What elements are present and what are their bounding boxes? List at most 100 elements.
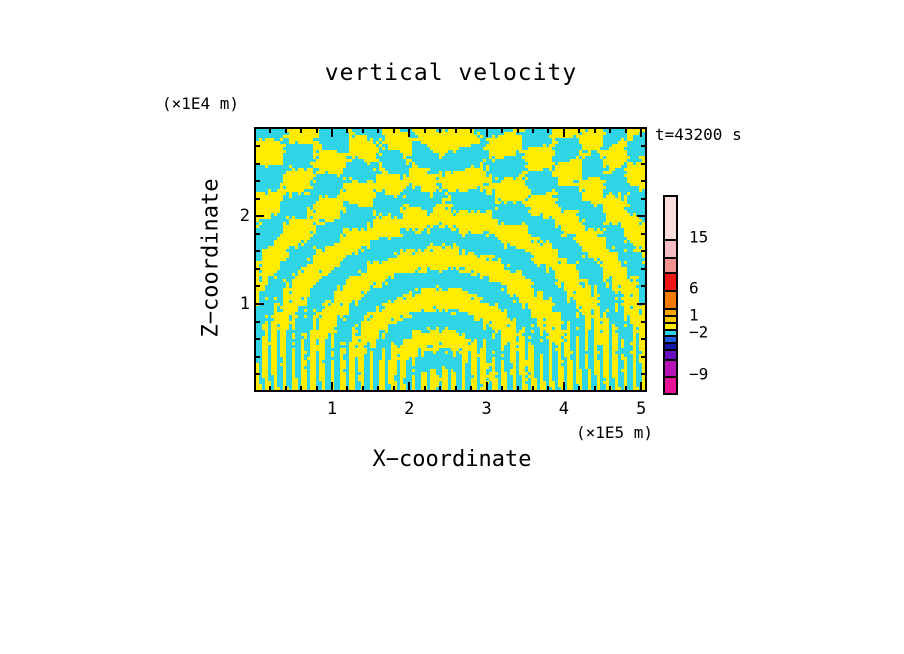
tick-mark (392, 386, 395, 390)
tick-mark (361, 386, 364, 390)
colorbar-segment (665, 239, 676, 257)
tick-mark (408, 382, 411, 390)
tick-mark (256, 250, 260, 253)
tick-mark (256, 303, 264, 305)
tick-mark (300, 129, 303, 133)
tick-mark (256, 355, 260, 358)
tick-mark (516, 386, 519, 390)
colorbar-label: −2 (689, 322, 709, 342)
tick-mark (256, 320, 260, 323)
tick-mark (562, 382, 565, 390)
tick-mark (609, 386, 612, 390)
tick-mark (640, 129, 643, 137)
tick-mark (256, 145, 260, 148)
tick-mark (346, 129, 349, 133)
colorbar-segment (665, 359, 676, 376)
tick-mark (392, 129, 395, 133)
tick-mark (454, 386, 457, 390)
colorbar-segment (665, 335, 676, 342)
tick-mark (331, 382, 333, 390)
tick-mark (256, 180, 260, 183)
tick-mark (516, 129, 519, 133)
z-tick-label: 2 (239, 206, 250, 227)
tick-mark (256, 162, 260, 165)
tick-mark (641, 355, 645, 358)
tick-mark (624, 386, 627, 390)
tick-mark (423, 129, 426, 133)
tick-mark (547, 129, 550, 133)
tick-mark (531, 129, 534, 133)
tick-mark (256, 215, 264, 218)
tick-mark (408, 129, 411, 137)
tick-mark (641, 145, 645, 148)
x-axis-units-label: (×1E5 m) (575, 423, 653, 442)
colorbar-label: −9 (689, 364, 709, 384)
tick-mark (485, 129, 488, 137)
colorbar-label: 1 (689, 305, 699, 325)
x-tick-label: 5 (636, 399, 647, 419)
tick-mark (531, 386, 534, 390)
tick-mark (641, 373, 645, 376)
tick-mark (624, 129, 627, 133)
colorbar-segment (665, 308, 676, 315)
colorbar-segment (665, 342, 676, 349)
tick-mark (641, 285, 645, 288)
tick-mark (361, 129, 364, 133)
tick-mark (377, 386, 380, 390)
tick-mark (641, 338, 645, 341)
colorbar-segment (665, 376, 676, 393)
colorbar-segment (665, 257, 676, 272)
tick-mark (578, 129, 581, 133)
colorbar (663, 195, 678, 395)
tick-mark (609, 129, 612, 133)
colorbar-segment (665, 272, 676, 290)
tick-mark (377, 129, 380, 133)
colorbar-segment (665, 322, 676, 329)
colorbar-segment (665, 329, 676, 335)
tick-mark (439, 129, 442, 133)
tick-mark (269, 129, 272, 133)
tick-mark (454, 129, 457, 133)
tick-mark (256, 285, 260, 288)
tick-mark (315, 129, 318, 133)
x-axis-title: X−coordinate (372, 447, 532, 472)
tick-mark (501, 386, 504, 390)
tick-mark (300, 386, 303, 390)
colorbar-segment (665, 349, 676, 359)
tick-mark (593, 129, 596, 133)
tick-mark (256, 373, 260, 376)
field-canvas (256, 129, 645, 390)
time-annotation: t=43200 s (655, 125, 742, 144)
plot-area (254, 127, 647, 392)
tick-mark (256, 232, 260, 235)
tick-mark (501, 129, 504, 133)
colorbar-label: 15 (689, 227, 709, 247)
tick-mark (284, 129, 287, 133)
tick-mark (256, 267, 260, 270)
tick-mark (470, 129, 473, 133)
tick-mark (439, 386, 442, 390)
tick-mark (256, 338, 260, 341)
tick-mark (637, 303, 645, 305)
z-axis-units-label: (×1E4 m) (162, 94, 240, 113)
z-tick-label: 1 (239, 294, 250, 314)
colorbar-label: 6 (689, 278, 699, 298)
tick-mark (547, 386, 550, 390)
tick-mark (315, 386, 318, 390)
x-tick-label: 2 (404, 399, 415, 419)
tick-mark (331, 129, 333, 137)
tick-mark (640, 382, 643, 390)
colorbar-segment (665, 290, 676, 308)
tick-mark (641, 250, 645, 253)
colorbar-segment (665, 315, 676, 322)
z-axis-title: Z−coordinate (198, 178, 224, 338)
tick-mark (346, 386, 349, 390)
figure-title: vertical velocity (324, 60, 578, 86)
tick-mark (470, 386, 473, 390)
x-tick-label: 1 (326, 399, 338, 419)
tick-mark (256, 197, 260, 200)
tick-mark (423, 386, 426, 390)
tick-mark (578, 386, 581, 390)
tick-mark (641, 320, 645, 323)
